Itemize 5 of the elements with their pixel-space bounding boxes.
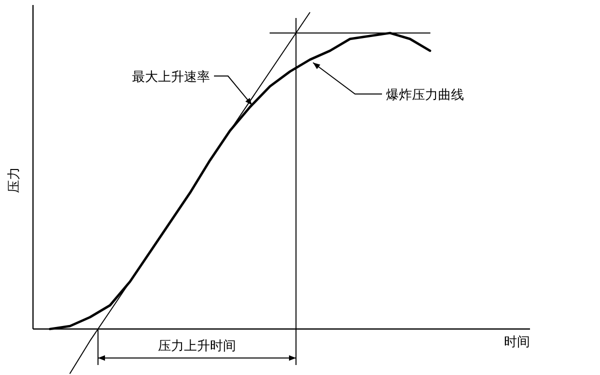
annotation: 压力上升时间 [158,339,236,354]
ylabel: 压力 [7,167,22,193]
annotation: 爆炸压力曲线 [386,88,464,103]
annotation: 最大上升速率 [132,70,210,85]
xlabel: 时间 [504,335,530,350]
